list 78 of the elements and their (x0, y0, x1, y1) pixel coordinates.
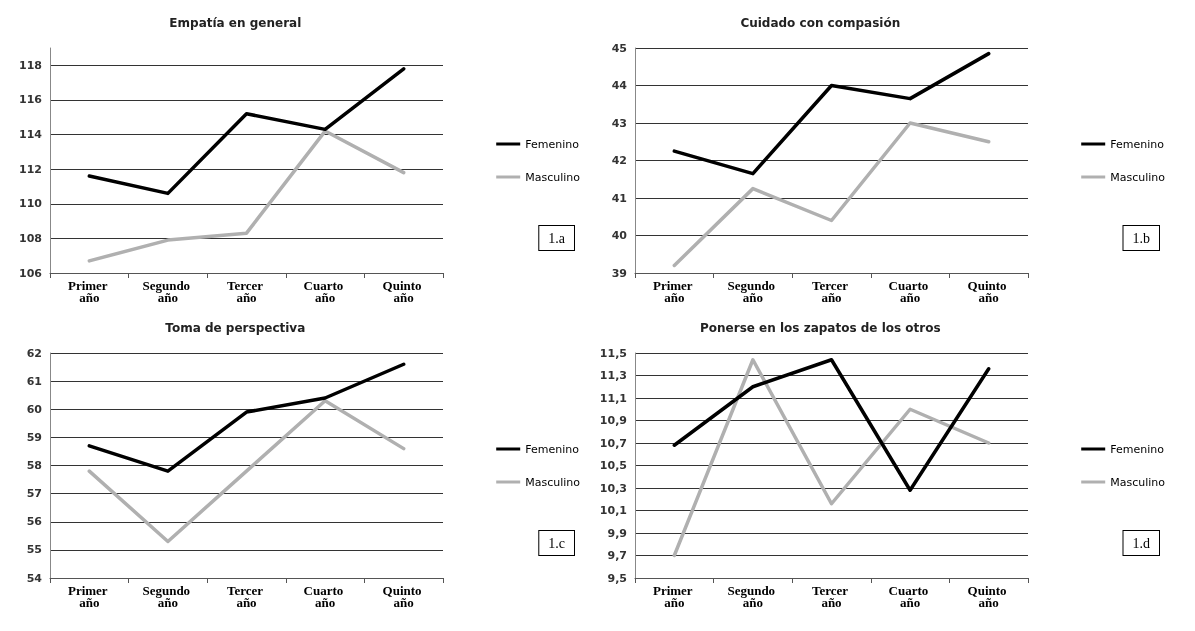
x-tick-label: Tercer año (226, 277, 267, 305)
line-series (87, 362, 406, 473)
y-tick-label: 11,3 (599, 369, 627, 382)
legend-label: Femenino (1110, 137, 1165, 151)
y-tick-label: 41 (611, 191, 627, 205)
x-tick-label: Segundo año (142, 277, 194, 305)
y-tick-label: 10,7 (599, 436, 627, 450)
legend-label: Femenino (525, 442, 580, 456)
y-tick-label: 116 (19, 93, 43, 107)
y-tick-label: 10,5 (599, 459, 627, 472)
y-tick-label: 61 (26, 374, 42, 388)
text: 1.c (548, 535, 565, 551)
x-tick-label: Cuarto año (303, 277, 347, 305)
x-tick-label: Tercer año (811, 582, 852, 610)
y-tick-label: 11,5 (599, 346, 627, 360)
line-series (87, 399, 406, 544)
y-tick-label: 54 (26, 571, 43, 585)
y-tick-label: 56 (26, 515, 43, 529)
y-tick-label: 58 (26, 459, 42, 472)
legend-label: Masculino (1110, 170, 1166, 184)
line-series (672, 51, 991, 176)
x-tick-label: Quinto año (382, 277, 425, 305)
x-tick-label: Tercer año (811, 277, 852, 305)
line-series (672, 358, 991, 492)
x-tick-label: Primer año (67, 582, 111, 610)
y-tick-label: 45 (611, 41, 627, 55)
x-tick-label: Cuarto año (888, 277, 932, 305)
y-tick-label: 62 (26, 346, 42, 360)
x-tick-label: Segundo año (727, 277, 779, 305)
x-tick-label: Quinto año (967, 277, 1010, 305)
line-series (87, 129, 406, 263)
x-tick-label: Cuarto año (303, 582, 347, 610)
chart-title: Cuidado con compasión (740, 16, 901, 30)
x-tick-label: Cuarto año (888, 582, 932, 610)
y-tick-label: 57 (26, 487, 42, 501)
line-series (87, 67, 406, 196)
y-tick-label: 43 (611, 116, 627, 130)
line-series (672, 358, 991, 558)
chart-title: Toma de perspectiva (165, 321, 306, 335)
y-tick-label: 39 (611, 266, 627, 280)
x-tick-label: Primer año (652, 277, 696, 305)
y-tick-label: 110 (19, 197, 43, 211)
y-tick-label: 10,9 (599, 414, 627, 427)
chart-title: Ponerse en los zapatos de los otros (700, 321, 941, 335)
legend-label: Femenino (1110, 442, 1165, 456)
legend-label: Masculino (525, 475, 581, 489)
x-tick-label: Tercer año (226, 582, 267, 610)
x-tick-label: Quinto año (967, 582, 1010, 610)
x-tick-label: Segundo año (142, 582, 194, 610)
y-tick-label: 11,1 (599, 391, 627, 405)
y-tick-label: 42 (611, 154, 627, 167)
y-tick-label: 106 (19, 266, 43, 280)
legend-label: Femenino (525, 137, 580, 151)
text: 1.b (1132, 230, 1150, 246)
legend-label: Masculino (1110, 475, 1166, 489)
y-tick-label: 59 (26, 430, 42, 444)
x-tick-label: Primer año (67, 277, 111, 305)
y-tick-label: 60 (26, 402, 43, 416)
x-tick-label: Segundo año (727, 582, 779, 610)
y-tick-label: 9,7 (607, 549, 627, 562)
y-tick-label: 40 (611, 229, 628, 242)
y-tick-label: 9,9 (607, 526, 627, 540)
y-tick-label: 10,1 (599, 504, 627, 517)
y-tick-label: 114 (19, 128, 43, 142)
legend-label: Masculino (525, 170, 581, 184)
text: 1.a (548, 230, 566, 246)
y-tick-label: 55 (26, 543, 42, 557)
x-tick-label: Quinto año (382, 582, 425, 610)
y-tick-label: 118 (19, 58, 42, 72)
y-tick-label: 44 (611, 79, 628, 92)
y-tick-label: 9,5 (607, 571, 627, 585)
x-tick-label: Primer año (652, 582, 696, 610)
text: 1.d (1132, 535, 1150, 551)
y-tick-label: 108 (19, 231, 42, 245)
y-tick-label: 10,3 (599, 481, 627, 495)
y-tick-label: 112 (19, 162, 42, 176)
chart-title: Empatía en general (169, 16, 302, 30)
line-series (672, 121, 991, 268)
